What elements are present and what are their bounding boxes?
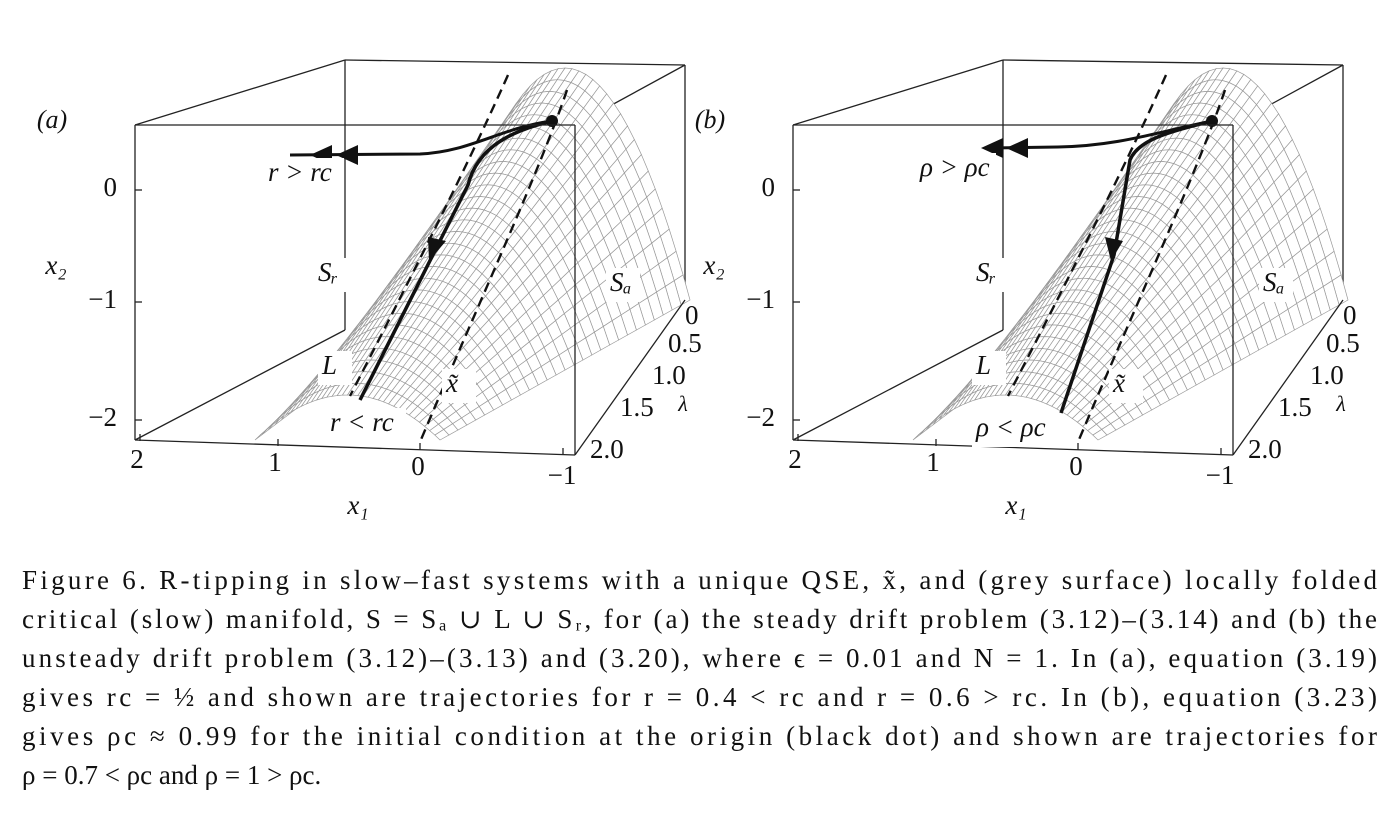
fold-curve (1006, 74, 1168, 397)
axis-title: x₁ (346, 490, 368, 520)
arrowhead (1105, 237, 1123, 261)
x-tick-label: 1 (268, 447, 282, 477)
annotation: Sₐ (1263, 267, 1284, 297)
box-edge (792, 329, 1004, 441)
annotation: r < rc (330, 407, 394, 437)
annotation: ρ < ρc (975, 412, 1046, 442)
surface-cell (1092, 428, 1108, 441)
label-bg (1109, 369, 1143, 403)
annotation: L (321, 350, 337, 380)
axis-title: λ (1335, 391, 1346, 416)
x-tick-label: 2 (788, 444, 802, 474)
z-tick-label: 2.0 (1248, 434, 1282, 464)
y-tick-label: 0 (104, 172, 118, 202)
x-tick-label: 2 (130, 444, 144, 474)
z-tick-label: 0.5 (1326, 328, 1360, 358)
axis-title: x₂ (44, 250, 66, 280)
annotation: Sₐ (610, 267, 631, 297)
z-tick-label: 0 (685, 300, 699, 330)
fold-curve (348, 74, 510, 397)
x-tick-label: −1 (548, 460, 577, 490)
z-tick-label: 1.0 (652, 360, 686, 390)
annotation: x̃ (445, 368, 459, 398)
box-edge (1002, 59, 1344, 66)
y-tick-label: −1 (746, 284, 775, 314)
x-tick-label: −1 (1206, 460, 1235, 490)
z-tick-label: 1.0 (1310, 360, 1344, 390)
surface-cell (434, 428, 450, 441)
annotation: x̃ (1112, 368, 1126, 398)
annotation: ρ > ρc (919, 152, 990, 182)
arrowhead (981, 138, 1003, 158)
label-bg (972, 351, 1006, 385)
z-tick-label: 0 (1343, 300, 1357, 330)
z-tick-label: 2.0 (590, 434, 624, 464)
box-edge (344, 59, 686, 66)
arrowhead (1006, 138, 1028, 158)
box-edge (134, 329, 346, 441)
arrowhead (336, 145, 358, 165)
y-tick-label: 0 (762, 172, 776, 202)
caption-line: gives rc = ½ and shown are trajectories … (22, 682, 1377, 712)
x-tick-label: 0 (1069, 451, 1083, 481)
caption-line: Figure 6. R-tipping in slow–fast systems… (22, 565, 1378, 595)
label-bg (916, 153, 996, 187)
box-edge (1232, 299, 1344, 456)
box-edge (134, 439, 576, 456)
box-edge (134, 59, 346, 126)
y-tick-label: −2 (746, 402, 775, 432)
label-bg (606, 268, 640, 302)
x-tick-label: 0 (411, 451, 425, 481)
panel-label: (a) (37, 105, 67, 134)
box-edge (792, 59, 1004, 126)
label-bg (442, 369, 476, 403)
y-tick-label: −2 (88, 402, 117, 432)
axis-title: λ (677, 391, 688, 416)
caption-line: ρ = 0.7 < ρc and ρ = 1 > ρc. (22, 760, 321, 790)
initial-point (1206, 115, 1218, 127)
label-bg (972, 258, 1006, 292)
panel-label: (b) (695, 105, 725, 134)
annotation: r > rc (268, 157, 332, 187)
arrowhead (428, 237, 446, 261)
label-bg (314, 258, 348, 292)
annotation: Sᵣ (318, 257, 338, 287)
axis-title: x₁ (1004, 490, 1026, 520)
label-bg (318, 351, 352, 385)
x-tick-label: 1 (926, 447, 940, 477)
y-tick-label: −1 (88, 284, 117, 314)
axis-title: x₂ (702, 250, 724, 280)
z-tick-label: 1.5 (1278, 392, 1312, 422)
box-edge (574, 299, 686, 456)
annotation: L (975, 350, 991, 380)
z-tick-label: 0.5 (668, 328, 702, 358)
label-bg (326, 408, 406, 442)
annotation: Sᵣ (976, 257, 996, 287)
label-bg (264, 158, 344, 192)
z-tick-label: 1.5 (620, 392, 654, 422)
label-bg (1259, 268, 1293, 302)
box-edge (792, 439, 1234, 456)
label-bg (972, 413, 1052, 447)
initial-point (546, 115, 558, 127)
